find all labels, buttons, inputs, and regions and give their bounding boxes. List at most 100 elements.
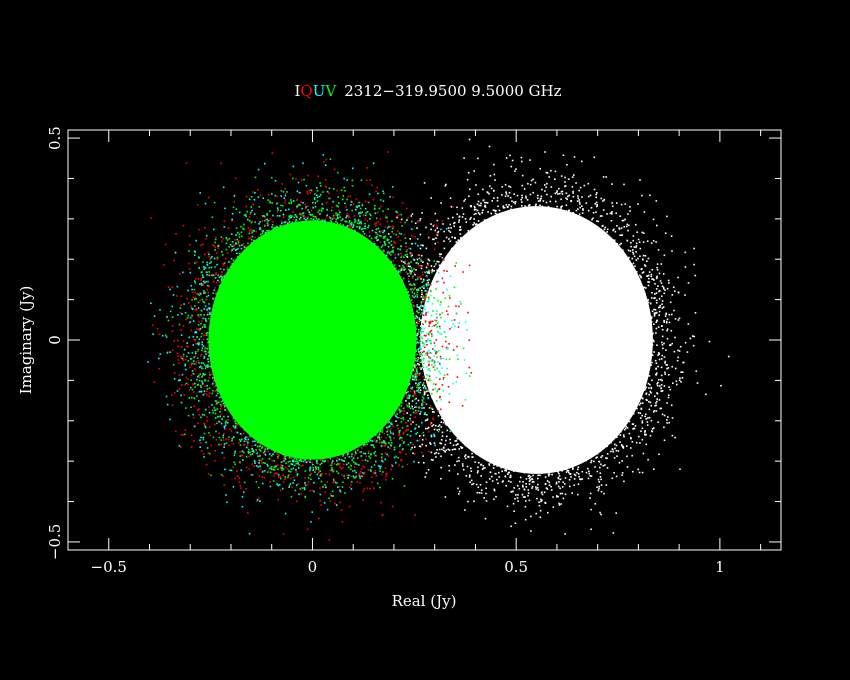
data-point	[647, 458, 649, 461]
data-point	[359, 476, 361, 478]
data-point	[657, 354, 659, 356]
data-point	[504, 229, 506, 231]
data-point	[361, 475, 363, 478]
data-point	[274, 472, 276, 475]
data-point	[420, 326, 423, 329]
data-point	[276, 202, 278, 205]
data-point	[302, 212, 305, 214]
data-point	[202, 266, 205, 268]
data-point	[415, 409, 417, 412]
data-point	[399, 221, 402, 224]
data-point	[384, 458, 386, 461]
data-point	[501, 186, 504, 188]
data-point	[316, 194, 318, 197]
data-point	[637, 303, 640, 305]
data-point	[248, 468, 251, 470]
data-point	[420, 309, 423, 311]
data-point	[264, 235, 266, 237]
data-point	[438, 428, 441, 431]
data-point	[590, 207, 593, 209]
data-point	[237, 243, 240, 245]
data-point	[595, 237, 597, 239]
data-point	[572, 192, 574, 194]
data-point	[642, 340, 645, 343]
data-point	[642, 339, 645, 342]
data-point	[399, 429, 401, 432]
data-point	[419, 308, 421, 310]
data-point	[401, 439, 403, 442]
data-point	[159, 309, 161, 311]
data-point	[199, 192, 201, 194]
data-point	[192, 416, 195, 419]
data-point	[611, 213, 613, 215]
data-point	[486, 202, 489, 204]
data-point	[508, 467, 510, 470]
data-point	[613, 443, 616, 446]
data-point	[392, 433, 394, 435]
data-point	[176, 352, 179, 355]
data-point	[411, 254, 413, 257]
data-point	[661, 379, 663, 382]
data-point	[297, 181, 300, 184]
data-point	[443, 397, 445, 399]
data-point	[437, 325, 439, 328]
data-point	[305, 460, 308, 462]
data-point	[640, 276, 642, 279]
data-point	[641, 376, 644, 378]
data-point	[339, 223, 342, 225]
data-point	[182, 271, 184, 274]
data-point	[291, 463, 294, 466]
data-point	[684, 251, 687, 254]
data-point	[661, 328, 664, 331]
data-point	[612, 239, 614, 241]
data-point	[480, 237, 483, 240]
data-point	[417, 349, 419, 351]
data-point	[195, 278, 197, 280]
data-point	[525, 195, 527, 198]
data-point	[435, 319, 438, 322]
data-point	[302, 202, 304, 204]
data-point	[506, 505, 509, 508]
data-point	[278, 215, 281, 217]
data-point	[599, 466, 601, 469]
data-point	[612, 252, 615, 255]
data-point	[206, 416, 208, 418]
data-point	[436, 274, 438, 277]
data-point	[433, 385, 436, 388]
data-point	[339, 501, 341, 504]
data-point	[468, 339, 471, 341]
data-point	[421, 421, 423, 424]
data-point	[577, 461, 579, 464]
data-point	[186, 345, 188, 347]
data-point	[223, 456, 225, 459]
data-point	[633, 375, 635, 377]
data-point	[444, 451, 446, 453]
data-point	[639, 179, 641, 181]
data-point	[192, 320, 195, 322]
data-point	[200, 279, 202, 281]
data-point	[618, 261, 620, 264]
data-point	[644, 415, 646, 418]
data-point	[455, 263, 458, 266]
data-point	[409, 272, 412, 275]
data-point	[443, 395, 445, 397]
data-point	[201, 284, 203, 286]
data-point	[434, 296, 436, 298]
data-point	[183, 394, 185, 396]
data-point	[417, 219, 420, 222]
data-point	[421, 244, 424, 247]
data-point	[369, 488, 371, 490]
data-point	[412, 258, 415, 261]
data-point	[431, 303, 434, 305]
data-point	[223, 446, 225, 448]
data-point	[423, 337, 426, 340]
data-point	[205, 280, 207, 283]
data-point	[627, 270, 630, 273]
data-point	[520, 458, 522, 461]
data-point	[586, 229, 588, 232]
data-point	[203, 456, 205, 458]
data-point	[651, 310, 654, 312]
data-point	[579, 234, 581, 236]
data-point	[502, 462, 504, 465]
data-point	[472, 224, 474, 226]
